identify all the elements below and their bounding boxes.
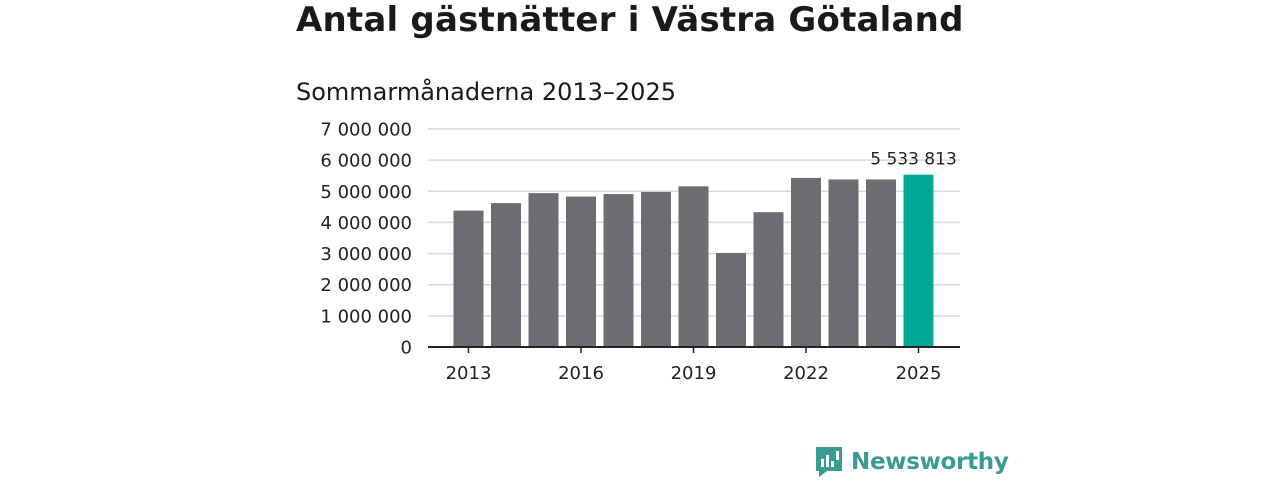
y-tick-label: 0 — [401, 338, 412, 359]
bar-2015 — [528, 193, 559, 347]
brand: Newsworthy — [815, 446, 1009, 478]
y-tick-label: 5 000 000 — [320, 182, 412, 203]
x-tick-label: 2022 — [783, 363, 829, 384]
bar-2017 — [603, 194, 634, 347]
x-tick-label: 2019 — [671, 363, 717, 384]
bar-2018 — [641, 191, 671, 347]
bar-2024 — [866, 179, 896, 347]
y-tick-label: 1 000 000 — [320, 306, 412, 327]
bar-2022 — [791, 177, 821, 347]
brand-name: Newsworthy — [851, 449, 1009, 475]
x-tick-label: 2025 — [896, 363, 942, 384]
y-tick-label: 3 000 000 — [320, 244, 412, 265]
bar-2014 — [491, 203, 521, 347]
bar-2023 — [828, 179, 859, 347]
bar-2013 — [453, 210, 484, 347]
y-tick-label: 2 000 000 — [320, 275, 412, 296]
chart-title: Antal gästnätter i Västra Götaland — [296, 0, 964, 40]
newsworthy-logo-icon — [816, 447, 842, 477]
x-tick-label: 2016 — [558, 363, 604, 384]
bar-2016 — [566, 196, 596, 347]
y-tick-label: 6 000 000 — [320, 151, 412, 172]
x-tick-label: 2013 — [446, 363, 492, 384]
bar-2019 — [678, 186, 709, 347]
bar-2025 — [903, 174, 934, 347]
chart-subtitle: Sommarmånaderna 2013–2025 — [296, 78, 676, 106]
data-label: 5 533 813 — [870, 150, 957, 170]
bar-2020 — [716, 252, 746, 347]
bar-2021 — [753, 212, 784, 347]
y-tick-label: 7 000 000 — [320, 120, 412, 141]
y-tick-label: 4 000 000 — [320, 213, 412, 234]
